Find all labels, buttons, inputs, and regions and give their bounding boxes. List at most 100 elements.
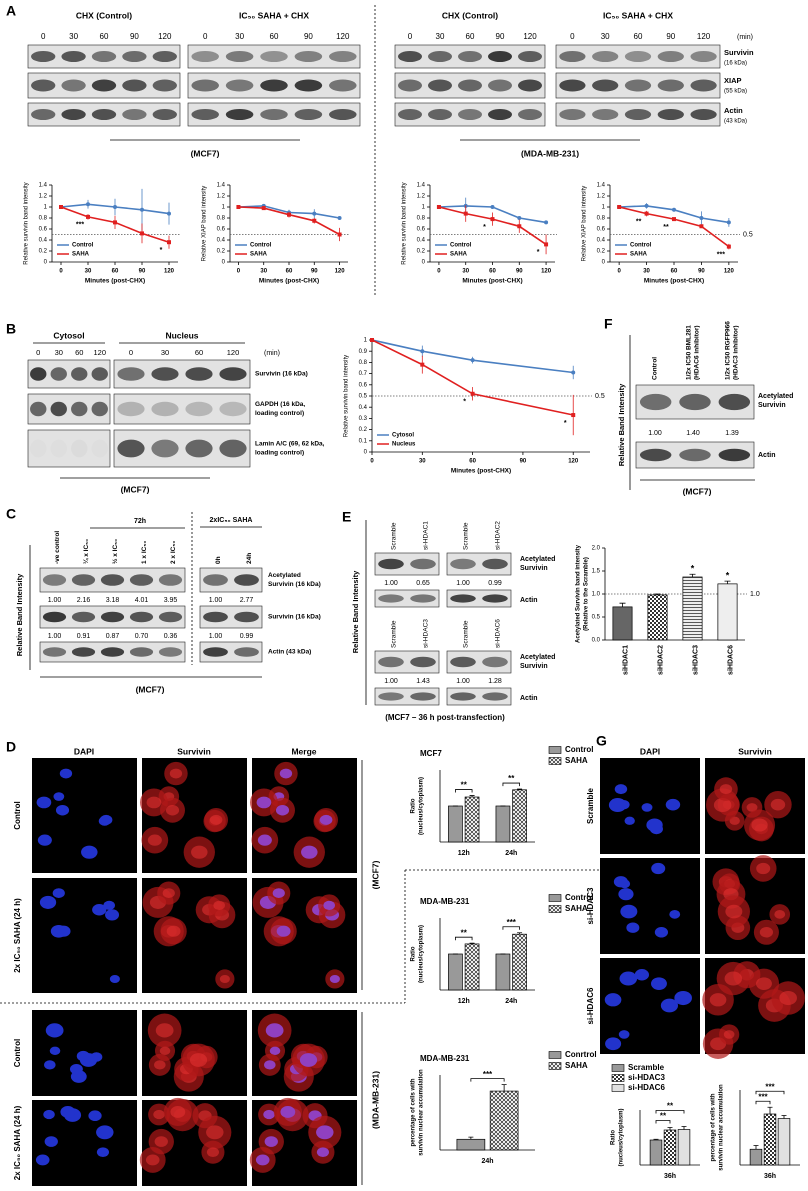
band: [117, 401, 145, 417]
legend-swatch: [548, 746, 562, 754]
x-tick-label: 60: [112, 269, 119, 275]
band-value: 2.77: [240, 597, 254, 604]
protein-label: Survivin (16 kDa): [268, 614, 321, 621]
nucleus: [109, 974, 120, 984]
protein-label: Actin (43 kDa): [268, 649, 311, 656]
row-label: Control: [13, 1039, 22, 1067]
band: [191, 50, 219, 63]
x-tick-label: 36h: [664, 1173, 676, 1180]
band-value: 1.39: [725, 430, 739, 437]
band: [718, 448, 751, 462]
axis-label: Relative Band Intensity: [617, 383, 626, 466]
x-axis-label: Minutes (post-CHX): [644, 278, 704, 285]
series-line: [371, 339, 574, 374]
nucleus: [319, 814, 333, 825]
blot: [113, 393, 251, 425]
x-tick-label: 36h: [764, 1173, 776, 1180]
band: [482, 692, 508, 701]
legend-label: Control: [565, 745, 593, 754]
band: [191, 108, 219, 121]
x-tick-label: 120: [724, 269, 735, 275]
band-value: 1.00: [209, 633, 223, 640]
significance-bracket: [455, 789, 473, 793]
band: [117, 439, 145, 458]
error-bar: [501, 1084, 507, 1092]
band: [690, 108, 717, 121]
y-tick-label: 0.2: [39, 249, 48, 255]
nucleus: [651, 862, 666, 875]
time-label: 30: [235, 32, 244, 41]
y-axis-label: percentage of cells with: [411, 1078, 417, 1146]
bar: [677, 1129, 691, 1166]
nucleus: [660, 998, 679, 1013]
band-value: 0.70: [135, 633, 149, 640]
bar: [448, 953, 463, 991]
band: [129, 647, 154, 657]
bar: [777, 1118, 791, 1166]
band-value: 2.16: [77, 597, 91, 604]
point: [571, 370, 576, 375]
blot-header: CHX (Control): [442, 10, 498, 20]
y-axis-label: Relative survivin band intensity: [402, 182, 408, 264]
blot: [374, 650, 440, 674]
blot: [187, 44, 361, 69]
nucleus: [88, 1110, 102, 1121]
lane-label: Scramble: [391, 522, 398, 550]
band: [151, 401, 179, 417]
bar: [512, 933, 527, 991]
band: [158, 647, 183, 657]
lane-label: si-HDAC2: [495, 521, 502, 550]
cell-line: (MCF7): [136, 684, 165, 694]
column-header: Survivin: [738, 746, 772, 756]
y-axis-label: Relative survivin band intensity: [24, 182, 30, 264]
nucleus: [272, 888, 285, 898]
nucleus: [44, 1060, 56, 1070]
band: [458, 79, 482, 92]
significance: *: [691, 564, 695, 574]
legend-swatch: [548, 905, 562, 913]
significance: **: [636, 218, 642, 225]
x-axis-label: Minutes (post-CHX): [451, 468, 511, 475]
error-bar: [653, 1138, 659, 1140]
band: [624, 108, 652, 121]
y-tick-label: 1.2: [39, 194, 48, 200]
y-tick-label: 0.4: [417, 238, 426, 244]
bar: [448, 805, 463, 843]
nucleus-stain: [779, 990, 797, 1006]
unit-label: (min): [264, 350, 280, 357]
band-value: 0.99: [240, 633, 254, 640]
y-axis-label: survivin nuclear accumulation: [719, 1084, 725, 1171]
band: [203, 611, 228, 623]
band: [488, 108, 512, 121]
series-line: [371, 339, 574, 416]
band: [158, 574, 183, 586]
x-tick-label: 90: [698, 269, 705, 275]
x-tick-label: siHDAC2: [657, 645, 664, 675]
nucleus: [641, 803, 653, 812]
nucleus-stain: [165, 804, 180, 816]
y-axis-label: (nucleus/cytoplasm): [619, 1108, 625, 1166]
nucleus: [79, 1053, 98, 1067]
x-tick-label: 120: [541, 269, 552, 275]
band: [690, 79, 717, 92]
point: [617, 205, 622, 209]
band-value: 0.87: [106, 633, 120, 640]
legend-label: Control: [250, 243, 272, 249]
x-tick-label: 0: [59, 269, 63, 275]
band: [639, 448, 672, 462]
significance: **: [508, 774, 515, 783]
error-bar: [667, 1127, 673, 1130]
band: [129, 611, 154, 623]
error-bar: [469, 942, 475, 944]
band: [42, 574, 67, 586]
y-axis-label: (nucleus/cytoplasm): [419, 777, 425, 835]
band: [639, 393, 672, 411]
band: [718, 393, 751, 411]
time-label: 30: [601, 32, 610, 41]
chart-title: MDA-MB-231: [420, 1054, 470, 1063]
point: [436, 205, 441, 209]
significance-bracket: [470, 1078, 505, 1082]
nucleus-stain: [213, 900, 225, 911]
band: [482, 594, 508, 603]
nucleus: [614, 784, 628, 795]
